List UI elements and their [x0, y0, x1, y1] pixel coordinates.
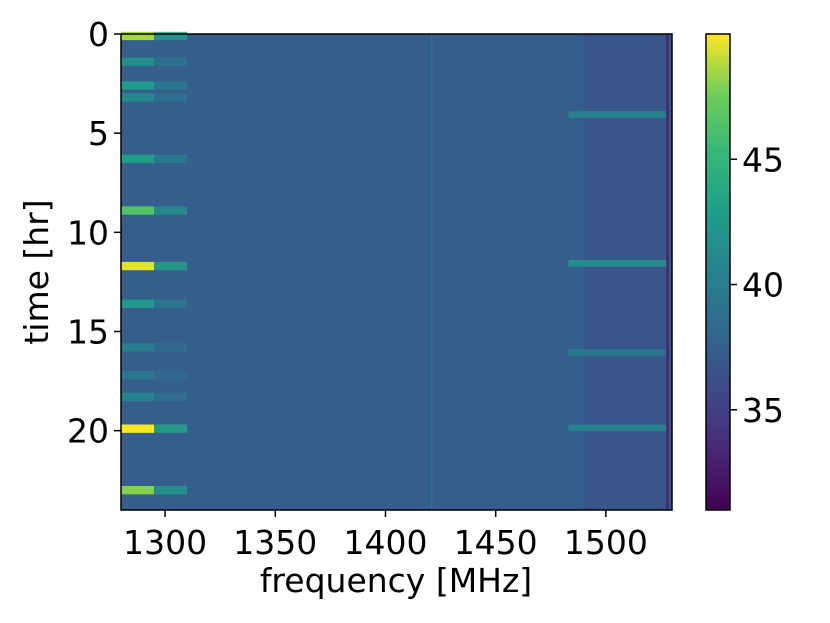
heatmap-cell	[121, 206, 155, 215]
colorbar-tick-label: 35	[742, 391, 784, 430]
y-tick-label: 5	[88, 114, 109, 153]
heatmap-cell	[154, 299, 188, 308]
heatmap-cell	[154, 392, 188, 402]
heatmap-cell	[121, 343, 155, 352]
x-tick-label: 1450	[454, 523, 538, 562]
x-tick-label: 1500	[564, 523, 648, 562]
heatmap-cell	[568, 424, 668, 432]
colorbar	[705, 33, 731, 511]
colorbar-tick-label: 45	[742, 140, 784, 179]
heatmap-cell	[121, 486, 155, 495]
heatmap-cell	[154, 154, 188, 164]
x-axis-ticks: 1300 1350 1400 1450 1500	[123, 510, 648, 562]
colorbar-tick-label: 40	[742, 266, 784, 305]
x-tick-label: 1300	[123, 523, 207, 562]
y-tick-label: 15	[67, 313, 109, 352]
heatmap-cell	[568, 349, 668, 356]
heatmap-cell	[154, 57, 188, 66]
heatmap-cell	[121, 57, 155, 66]
heatmap-cell	[154, 31, 188, 41]
heatmap-cell	[121, 424, 155, 433]
heatmap-cell	[154, 93, 188, 102]
plot-frame	[120, 33, 673, 511]
heatmap-cell	[154, 343, 188, 352]
x-tick-label: 1350	[233, 523, 317, 562]
colorbar-ticks: 35 40 45	[730, 140, 784, 430]
heatmap-cell	[121, 299, 155, 308]
y-tick-label: 20	[67, 412, 109, 451]
heatmap-cell	[121, 392, 155, 402]
y-axis-label: time [hr]	[17, 199, 56, 344]
heatmap-cell	[121, 31, 155, 41]
heatmap-cell	[121, 154, 155, 164]
heatmap-cell	[154, 424, 188, 433]
heatmap-cell	[121, 261, 155, 271]
heatmap-cell	[121, 370, 155, 380]
heatmap-high-band-region	[583, 34, 668, 510]
heatmap-cell	[154, 206, 188, 215]
x-tick-label: 1400	[343, 523, 427, 562]
y-axis-ticks: 0 5 10 15 20	[67, 15, 121, 451]
heatmap-cell	[154, 81, 188, 90]
y-tick-label: 0	[88, 15, 109, 54]
heatmap-cell	[154, 261, 188, 271]
heatmap-cell	[666, 34, 670, 510]
heatmap-cell	[121, 93, 155, 102]
heatmap-cell	[568, 259, 668, 267]
heatmap-cell	[154, 486, 188, 495]
x-axis-label: frequency [MHz]	[260, 561, 532, 600]
y-tick-label: 10	[67, 213, 109, 252]
heatmap-cell	[154, 370, 188, 380]
heatmap-cell	[568, 111, 668, 118]
heatmap-cell	[121, 81, 155, 90]
heatmap-plot-area	[121, 31, 672, 510]
heatmap-cell	[431, 34, 433, 510]
